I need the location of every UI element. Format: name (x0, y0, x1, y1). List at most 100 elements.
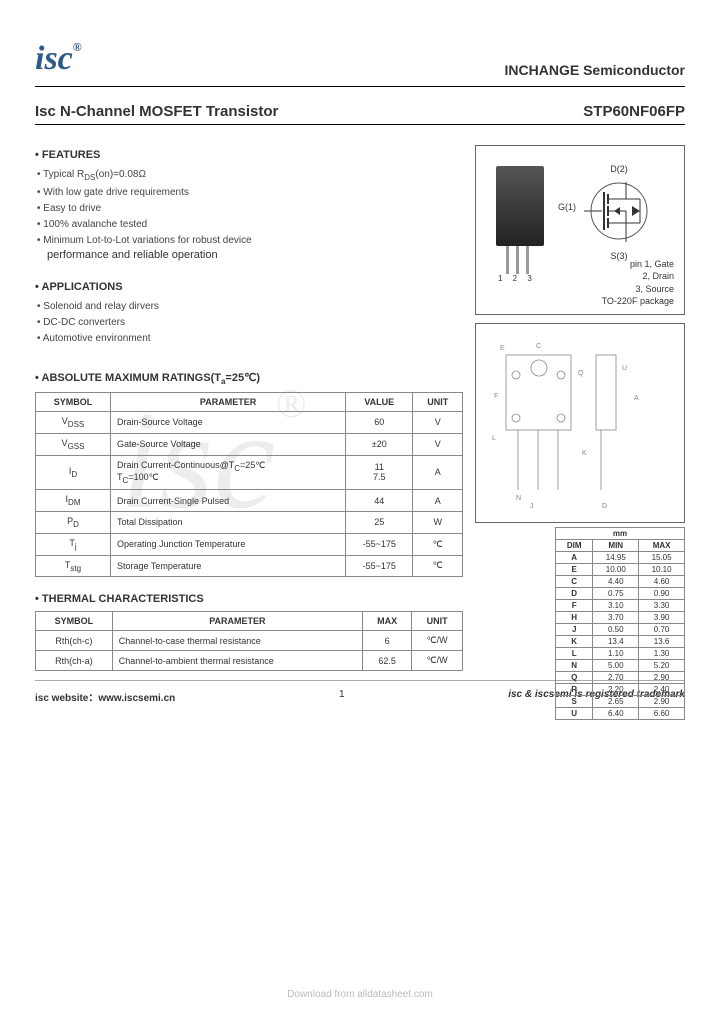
svg-text:F: F (494, 393, 498, 400)
cell: ℃/W (412, 651, 463, 671)
dim-cell: 3.70 (593, 612, 639, 624)
dim-cell: 4.60 (639, 576, 685, 588)
cell: Channel-to-ambient thermal resistance (112, 651, 362, 671)
package-labels: pin 1, Gate 2, Drain 3, Source TO-220F p… (602, 258, 674, 308)
dim-cell: R (556, 684, 593, 696)
dim-cell: A (556, 552, 593, 564)
svg-text:A: A (634, 395, 639, 402)
cell: -55~175 (346, 533, 413, 555)
dim-cell: 2.90 (639, 672, 685, 684)
dim-cell: 13.6 (639, 636, 685, 648)
dim-cell: 6.40 (593, 708, 639, 720)
svg-text:J: J (530, 503, 534, 510)
dim-cell: 4.40 (593, 576, 639, 588)
cell: Rth(ch-c) (36, 631, 113, 651)
cell: ±20 (346, 433, 413, 455)
cell: A (413, 490, 463, 512)
thermal-table: SYMBOLPARAMETERMAXUNITRth(ch-c)Channel-t… (35, 611, 463, 671)
cell: 6 (363, 631, 412, 651)
svg-text:U: U (622, 365, 627, 372)
dim-cell: 6.60 (639, 708, 685, 720)
application-item: Automotive environment (37, 331, 463, 347)
cell: A (413, 455, 463, 490)
cell: ID (36, 455, 111, 490)
dim-cell: 2.40 (639, 684, 685, 696)
dim-cell: H (556, 612, 593, 624)
left-column: • FEATURES Typical RDS(on)=0.08ΩWith low… (35, 145, 463, 720)
dim-cell: 13.4 (593, 636, 639, 648)
cell: PD (36, 511, 111, 533)
feature-item: Easy to drive (37, 201, 463, 217)
download-text: Download from alldatasheet.com (0, 989, 720, 1000)
dim-cell: 10.10 (639, 564, 685, 576)
cell: 60 (346, 411, 413, 433)
dim-col: MIN (593, 540, 639, 552)
cell: Gate-Source Voltage (111, 433, 346, 455)
cell: VDSS (36, 411, 111, 433)
cell: V (413, 433, 463, 455)
dim-cell: S (556, 696, 593, 708)
dim-cell: K (556, 636, 593, 648)
cell: 62.5 (363, 651, 412, 671)
right-column: 1 2 3 D(2) (475, 145, 685, 720)
applications-heading: • APPLICATIONS (35, 281, 463, 293)
dim-cell: J (556, 624, 593, 636)
dim-cell: 10.00 (593, 564, 639, 576)
applications-list: Solenoid and relay dirversDC-DC converte… (37, 299, 463, 347)
dim-unit: mm (556, 528, 685, 540)
dim-cell: 0.90 (639, 588, 685, 600)
cell: 117.5 (346, 455, 413, 490)
dim-cell: 5.00 (593, 660, 639, 672)
dim-cell: 0.75 (593, 588, 639, 600)
dim-cell: N (556, 660, 593, 672)
dim-cell: 0.70 (639, 624, 685, 636)
cell: Channel-to-case thermal resistance (112, 631, 362, 651)
application-item: Solenoid and relay dirvers (37, 299, 463, 315)
cell: Tj (36, 533, 111, 555)
svg-text:C: C (536, 343, 541, 350)
cell: Drain Current-Continuous@TC=25℃TC=100℃ (111, 455, 346, 490)
cell: 25 (346, 511, 413, 533)
feature-item: Typical RDS(on)=0.08Ω (37, 167, 463, 185)
svg-text:L: L (492, 435, 496, 442)
cell: VGSS (36, 433, 111, 455)
dimensions-table: mmDIMMINMAXA14.9515.05E10.0010.10C4.404.… (555, 527, 685, 720)
cell: Drain Current-Single Pulsed (111, 490, 346, 512)
svg-text:E: E (500, 345, 505, 352)
cell: Tstg (36, 555, 111, 577)
feature-item-cont: performance and reliable operation (47, 249, 463, 261)
cell: ℃ (413, 555, 463, 577)
dim-cell: 2.90 (639, 696, 685, 708)
cell: Storage Temperature (111, 555, 346, 577)
cell: ℃/W (412, 631, 463, 651)
dim-cell: 2.70 (593, 672, 639, 684)
col-header: VALUE (346, 392, 413, 411)
dim-cell: L (556, 648, 593, 660)
dim-cell: C (556, 576, 593, 588)
dim-cell: Q (556, 672, 593, 684)
col-header: PARAMETER (111, 392, 346, 411)
package-diagram-box: 1 2 3 D(2) (475, 145, 685, 315)
product-title: Isc N-Channel MOSFET Transistor (35, 103, 278, 120)
dim-cell: 1.30 (639, 648, 685, 660)
col-header: SYMBOL (36, 392, 111, 411)
dim-cell: 3.30 (639, 600, 685, 612)
mosfet-symbol: D(2) (574, 164, 664, 261)
dim-col: DIM (556, 540, 593, 552)
part-number: STP60NF06FP (583, 103, 685, 120)
company-name: INCHANGE Semiconductor (505, 62, 685, 78)
svg-text:D: D (602, 503, 607, 510)
cell: Operating Junction Temperature (111, 533, 346, 555)
dim-cell: D (556, 588, 593, 600)
outline-drawing: FEC UA LJ KD NQ (486, 330, 676, 520)
dim-cell: 5.20 (639, 660, 685, 672)
transistor-photo (496, 166, 544, 246)
dim-cell: 2.20 (593, 684, 639, 696)
dim-cell: 1.10 (593, 648, 639, 660)
header: isc® INCHANGE Semiconductor (35, 40, 685, 87)
dim-cell: 2.65 (593, 696, 639, 708)
cell: Rth(ch-a) (36, 651, 113, 671)
abs-ratings-heading: • ABSOLUTE MAXIMUM RATINGS(Ta=25℃) (35, 371, 463, 386)
dim-cell: E (556, 564, 593, 576)
dim-cell: 3.90 (639, 612, 685, 624)
